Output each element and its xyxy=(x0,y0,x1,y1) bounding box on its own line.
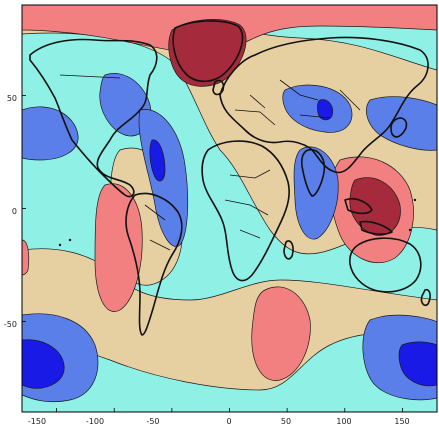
x-tick-label: 0 xyxy=(226,417,231,426)
coastline-india xyxy=(300,148,326,197)
island-dot xyxy=(408,228,412,232)
coastline-new-zealand xyxy=(420,288,431,307)
coastline-uk xyxy=(212,79,225,96)
contour-band-strong-low xyxy=(22,339,65,389)
y-tick-label: 50 xyxy=(7,94,17,103)
y-tick-label: -50 xyxy=(4,320,17,329)
coastline-madagascar xyxy=(283,240,294,260)
coastline-layer xyxy=(29,20,431,336)
contour-band-strong-low xyxy=(317,99,334,121)
y-axis: 50 0 -50 xyxy=(4,94,17,329)
contour-band-high xyxy=(251,286,311,381)
country-borders xyxy=(59,74,361,251)
coastline-north-america xyxy=(29,38,158,198)
x-tick-label: 100 xyxy=(336,417,351,426)
x-tick-label: -50 xyxy=(146,417,159,426)
x-tick-label: 150 xyxy=(394,417,409,426)
contour-band-high xyxy=(94,183,143,312)
x-axis: -150 -100 -50 0 50 100 150 xyxy=(28,417,410,426)
contour-fill-layer xyxy=(22,5,437,412)
contour-band-low xyxy=(99,73,152,137)
coastline-south-america xyxy=(125,192,183,336)
contour-band-strong-low xyxy=(398,341,437,387)
x-tick-label: -100 xyxy=(86,417,104,426)
x-tick-label: 50 xyxy=(281,417,291,426)
coastline-africa xyxy=(201,140,290,282)
coastline-maritime xyxy=(344,197,393,235)
coastline-australia xyxy=(349,237,422,293)
contour-band-strong-low xyxy=(149,139,166,182)
y-tick-label: 0 xyxy=(12,207,17,216)
coastline-greenland xyxy=(172,20,244,83)
x-tick-label: -150 xyxy=(28,417,46,426)
coastline-eurasia xyxy=(219,36,429,174)
island-dot xyxy=(413,198,417,202)
coastline-japan xyxy=(390,117,408,138)
island-dot xyxy=(58,243,62,247)
island-dot xyxy=(68,238,72,242)
